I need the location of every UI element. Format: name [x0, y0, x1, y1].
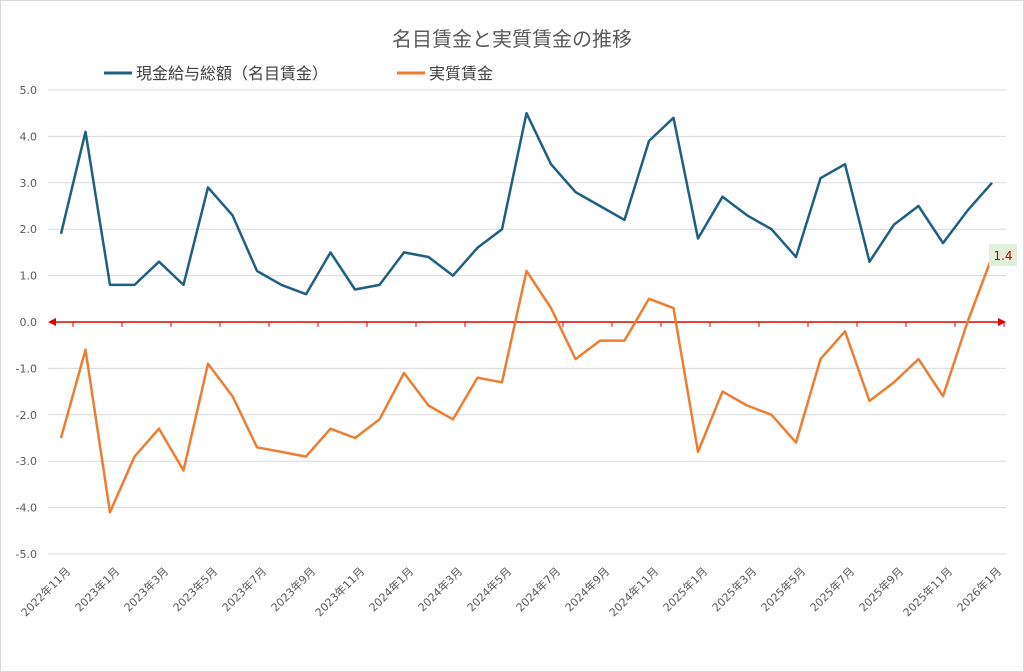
- x-tick-label: 2024年9月: [562, 564, 612, 614]
- x-tick-label: 2023年9月: [268, 564, 318, 614]
- zero-line-arrow-right: [998, 318, 1006, 326]
- legend-label-real: 実質賃金: [429, 64, 493, 83]
- y-tick-label: -1.0: [16, 362, 37, 375]
- x-tick-label: 2024年5月: [464, 564, 514, 614]
- x-tick-label: 2022年11月: [18, 564, 73, 619]
- zero-line-arrow-left: [48, 318, 56, 326]
- x-tick-label: 2024年1月: [366, 564, 416, 614]
- x-tick-label: 2023年5月: [170, 564, 220, 614]
- legend-label-nominal: 現金給与総額（名目賃金）: [136, 64, 328, 83]
- y-tick-label: -2.0: [16, 409, 37, 422]
- x-tick-label: 2025年1月: [660, 564, 710, 614]
- x-tick-label: 2023年1月: [72, 564, 122, 614]
- y-tick-label: -3.0: [16, 455, 37, 468]
- y-tick-label: 2.0: [20, 223, 38, 236]
- x-tick-label: 2023年3月: [121, 564, 171, 614]
- x-tick-label: 2025年9月: [856, 564, 906, 614]
- x-tick-label: 2025年5月: [758, 564, 808, 614]
- series-line-nominal: [59, 111, 993, 296]
- x-tick-label: 2024年7月: [513, 564, 563, 614]
- y-tick-label: 5.0: [20, 84, 38, 97]
- gridlines: [48, 89, 1006, 555]
- x-tick-label: 2025年7月: [807, 564, 857, 614]
- legend: 現金給与総額（名目賃金） 実質賃金: [104, 64, 493, 83]
- x-tick-label: 2025年3月: [709, 564, 759, 614]
- chart-title: 名目賃金と実質賃金の推移: [392, 27, 632, 51]
- y-axis-ticks: 5.0 4.0 3.0 2.0 1.0 0.0 -1.0 -2.0 -3.0 -4.0 -5.0: [16, 84, 37, 561]
- y-tick-label: -4.0: [16, 502, 37, 515]
- x-tick-label: 2025年11月: [900, 564, 955, 619]
- x-tick-label: 2026年1月: [954, 564, 1004, 614]
- y-tick-label: -5.0: [16, 548, 37, 561]
- x-tick-label: 2023年11月: [312, 564, 367, 619]
- y-tick-label: 1.0: [20, 270, 38, 283]
- y-tick-label: 3.0: [20, 177, 38, 190]
- data-label-annotation: 1.4: [989, 244, 1017, 267]
- x-tick-label: 2024年11月: [606, 564, 661, 619]
- x-tick-label: 2023年7月: [219, 564, 269, 614]
- zero-axis-line: [48, 318, 1006, 326]
- data-label-text: 1.4: [993, 249, 1012, 263]
- data-label-box: [989, 244, 1017, 267]
- series-lines: [59, 111, 994, 514]
- y-tick-label: 4.0: [20, 130, 38, 143]
- y-tick-label: 0.0: [20, 316, 38, 329]
- series-line-real: [59, 256, 994, 514]
- x-tick-label: 2024年3月: [415, 564, 465, 614]
